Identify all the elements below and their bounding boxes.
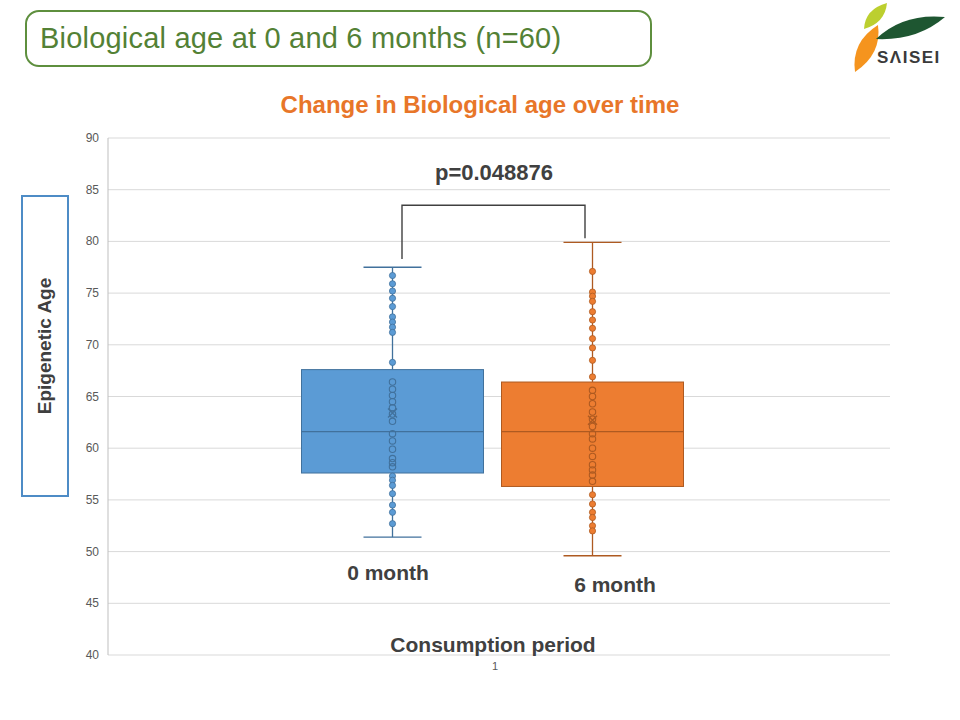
y-tick-label: 70 [86, 338, 100, 352]
data-point [589, 317, 595, 323]
data-point [589, 514, 595, 520]
data-point [589, 501, 595, 507]
data-point [589, 528, 595, 534]
data-point [589, 357, 595, 363]
presentation-slide: Biological age at 0 and 6 months (n=60) … [0, 0, 960, 720]
data-point [589, 268, 595, 274]
data-point [389, 295, 395, 301]
data-point [389, 491, 395, 497]
y-tick-label: 60 [86, 441, 100, 455]
data-point [389, 272, 395, 278]
y-tick-label: 85 [86, 183, 100, 197]
data-point [389, 502, 395, 508]
data-point [589, 309, 595, 315]
category-label-6-month: 6 month [515, 573, 715, 597]
data-point [589, 335, 595, 341]
data-point [389, 303, 395, 309]
x-axis-title: Consumption period [293, 633, 693, 657]
significance-bracket [402, 205, 585, 259]
y-tick-label: 45 [86, 596, 100, 610]
data-point [389, 288, 395, 294]
data-point [589, 374, 595, 380]
data-point [389, 329, 395, 335]
y-tick-label: 65 [86, 390, 100, 404]
data-point [389, 521, 395, 527]
data-point [389, 509, 395, 515]
data-point [589, 325, 595, 331]
data-point [589, 492, 595, 498]
data-point [389, 359, 395, 365]
y-tick-label: 90 [86, 131, 100, 145]
page-number: 1 [460, 660, 530, 672]
y-tick-label: 75 [86, 286, 100, 300]
boxplot-chart: 40 45 50 55 60 65 70 75 80 85 90 [0, 0, 960, 720]
y-tick-label: 40 [86, 648, 100, 662]
box-series-1 [502, 242, 684, 555]
y-tick-label: 55 [86, 493, 100, 507]
data-point [389, 281, 395, 287]
category-label-0-month: 0 month [288, 561, 488, 585]
y-tick-label: 80 [86, 234, 100, 248]
y-tick-label: 50 [86, 545, 100, 559]
data-point [389, 482, 395, 488]
iqr-box [502, 382, 684, 486]
data-point [589, 345, 595, 351]
data-point [589, 298, 595, 304]
box-series-0 [302, 267, 484, 537]
